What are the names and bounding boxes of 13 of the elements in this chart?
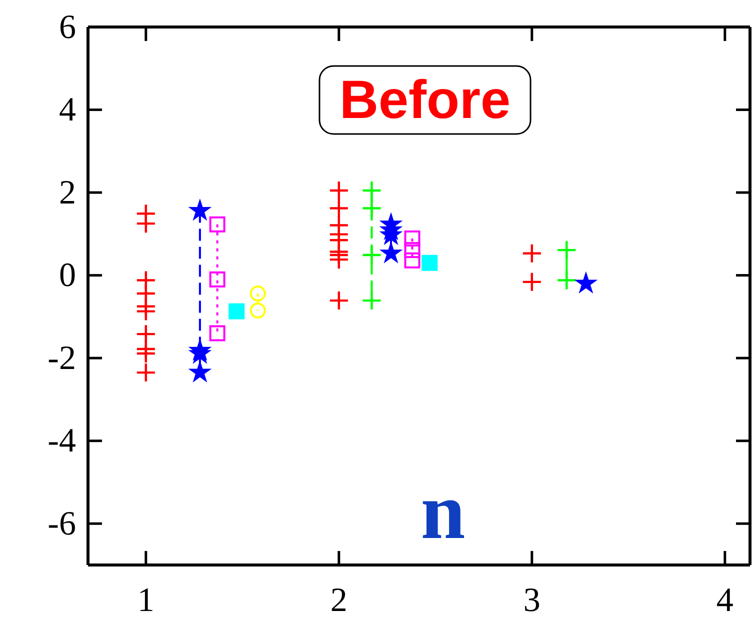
y-tick-label: -4	[48, 422, 76, 460]
y-tick-label: -6	[48, 505, 76, 542]
y-tick-label: 0	[59, 257, 76, 294]
y-tick-label: 6	[59, 8, 76, 46]
y-tick-label: 4	[59, 92, 76, 129]
text: Before	[339, 70, 511, 130]
x-tick-label: 4	[716, 582, 734, 619]
x-tick-label: 3	[523, 582, 540, 619]
y-tick-label: -2	[48, 340, 76, 377]
x-tick-label: 1	[137, 582, 154, 619]
x-tick-label: 2	[330, 582, 348, 619]
y-tick-label: 2	[59, 174, 76, 212]
annotation: n	[420, 468, 466, 556]
